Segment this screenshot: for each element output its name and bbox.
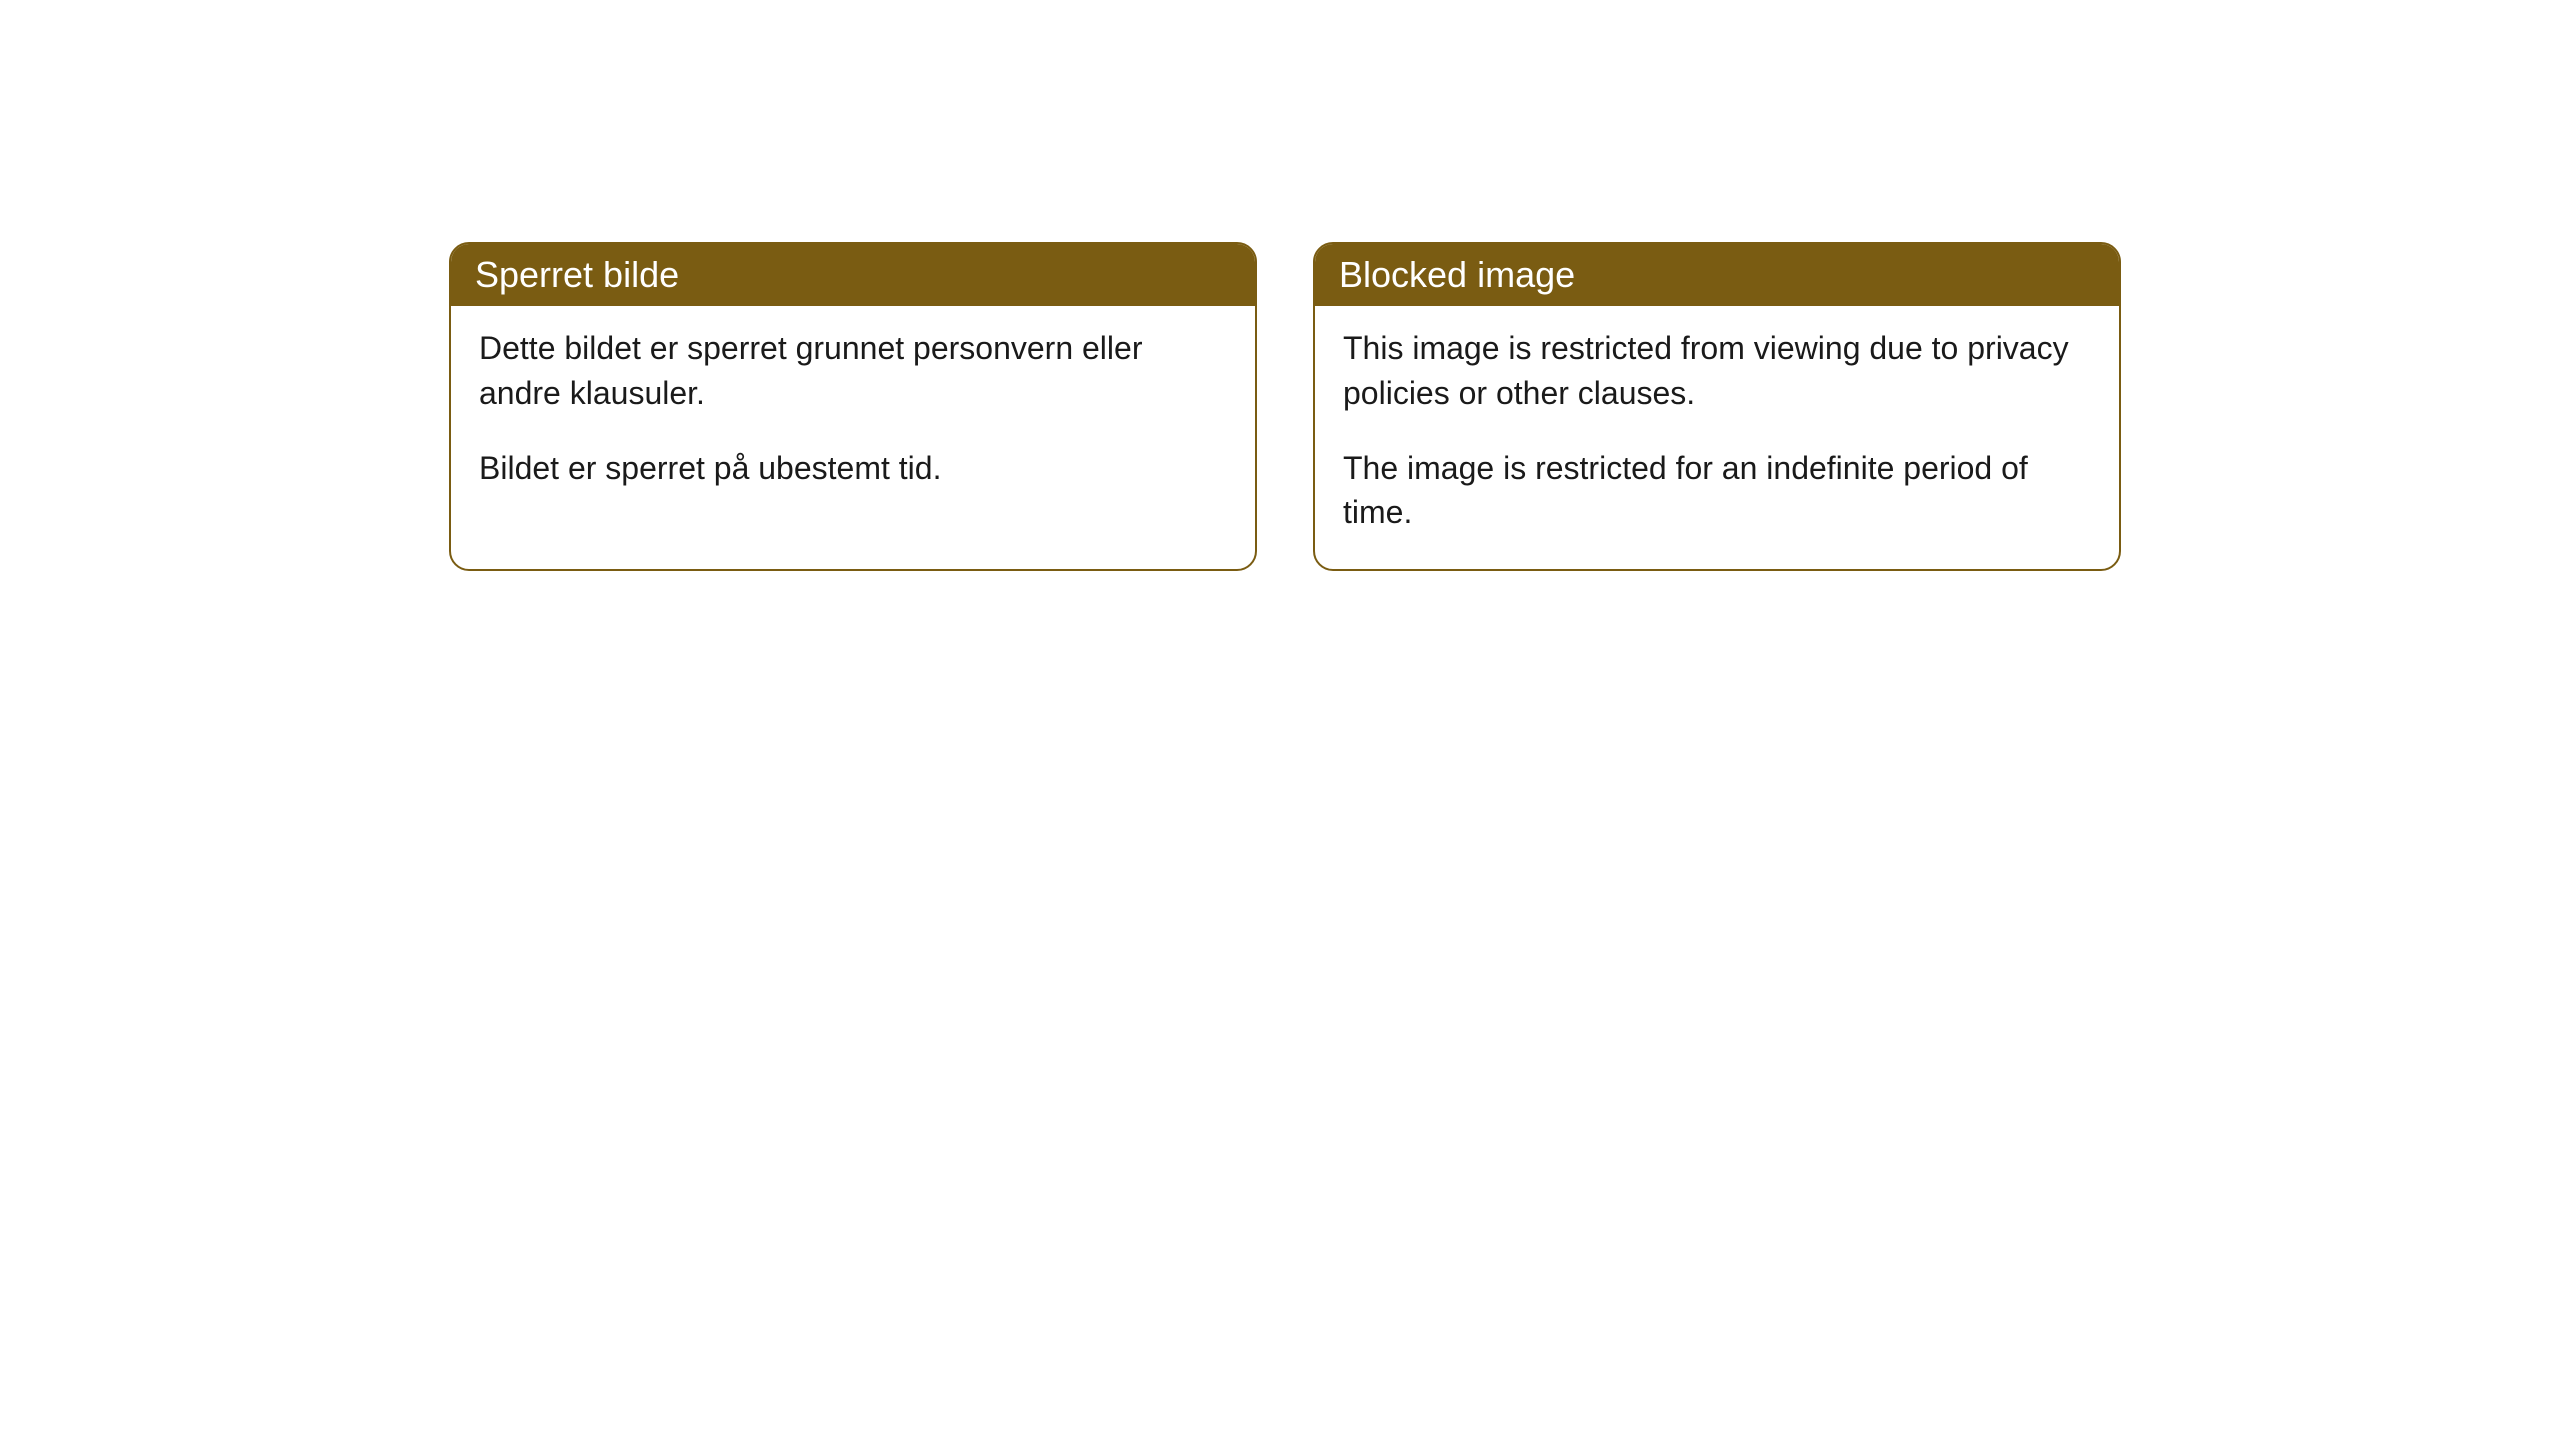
card-body-english: This image is restricted from viewing du… — [1315, 306, 2119, 569]
card-body-norwegian: Dette bildet er sperret grunnet personve… — [451, 306, 1255, 524]
card-norwegian: Sperret bilde Dette bildet er sperret gr… — [449, 242, 1257, 571]
cards-container: Sperret bilde Dette bildet er sperret gr… — [449, 242, 2121, 571]
card-paragraph-1: Dette bildet er sperret grunnet personve… — [479, 326, 1227, 416]
card-paragraph-2: The image is restricted for an indefinit… — [1343, 446, 2091, 536]
card-paragraph-2: Bildet er sperret på ubestemt tid. — [479, 446, 1227, 491]
card-header-english: Blocked image — [1315, 244, 2119, 306]
card-header-norwegian: Sperret bilde — [451, 244, 1255, 306]
card-english: Blocked image This image is restricted f… — [1313, 242, 2121, 571]
card-paragraph-1: This image is restricted from viewing du… — [1343, 326, 2091, 416]
